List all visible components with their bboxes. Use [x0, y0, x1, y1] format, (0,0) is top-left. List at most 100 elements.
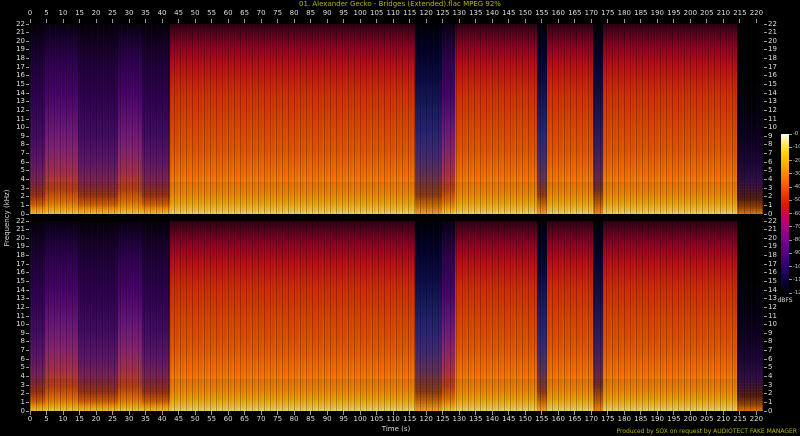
time-tick-label-bottom: 195	[667, 415, 681, 423]
time-tickmark-bottom	[128, 411, 130, 415]
time-tickmark-bottom	[673, 411, 675, 415]
freq-tick-label-right: 21	[768, 225, 777, 234]
freq-tick-label-left: 3	[20, 380, 25, 389]
freq-tickmark-right	[764, 118, 767, 120]
time-tickmark-bottom	[145, 411, 147, 415]
time-tickmark-top	[425, 19, 427, 23]
time-tickmark-bottom	[640, 411, 642, 415]
freq-tick-label-right: 22	[768, 216, 777, 225]
freq-tickmark-left	[26, 127, 29, 129]
time-tick-label-bottom: 45	[174, 415, 184, 423]
time-tick-label-bottom: 70	[256, 415, 266, 423]
freq-tickmark-left	[26, 280, 29, 282]
time-tick-label-top: 35	[141, 9, 151, 17]
spectrogram-segment-quiet1	[30, 24, 45, 214]
spectrogram-segment-gap	[593, 24, 604, 214]
freq-tickmark-left	[26, 375, 29, 377]
time-tickmark-top	[656, 19, 658, 23]
time-tick-label-bottom: 35	[141, 415, 151, 423]
colorbar-tick-label: -60	[793, 210, 800, 217]
freq-tick-label-right: 18	[768, 251, 777, 260]
time-tick-label-top: 95	[339, 9, 349, 17]
freq-tickmark-right	[764, 246, 767, 248]
freq-tickmark-left	[26, 289, 29, 291]
freq-tickmark-right	[764, 384, 767, 386]
freq-tickmark-left	[26, 213, 29, 215]
freq-tickmark-right	[764, 367, 767, 369]
colorbar-tick-label: -100	[793, 263, 800, 270]
x-axis-label: Time (s)	[381, 425, 411, 433]
freq-tickmark-right	[764, 109, 767, 111]
colorbar-unit-label: dBFS	[777, 297, 793, 304]
freq-tick-label-right: 10	[768, 123, 777, 132]
freq-tickmark-right	[764, 135, 767, 137]
time-tick-label-bottom: 90	[322, 415, 332, 423]
freq-tick-label-left: 12	[16, 302, 25, 311]
time-tick-label-top: 150	[518, 9, 532, 17]
time-tick-label-bottom: 95	[339, 415, 349, 423]
freq-tick-label-right: 16	[768, 268, 777, 277]
freq-tick-label-left: 5	[20, 363, 25, 372]
time-tick-label-top: 45	[174, 9, 184, 17]
time-tick-label-top: 220	[749, 9, 764, 17]
freq-tickmark-right	[764, 83, 767, 85]
freq-tickmark-right	[764, 341, 767, 343]
spectrogram-channel-left	[30, 24, 763, 214]
spectrogram-segment-break	[415, 221, 443, 411]
time-tickmark-bottom	[491, 411, 493, 415]
time-tick-label-bottom: 5	[44, 415, 49, 423]
time-tick-label-top: 55	[207, 9, 217, 17]
freq-tickmark-right	[764, 23, 767, 25]
freq-tick-label-left: 7	[20, 346, 25, 355]
time-tickmark-bottom	[161, 411, 163, 415]
colorbar-tickmark	[789, 266, 792, 267]
time-tickmark-top	[29, 19, 31, 23]
freq-tick-label-right: 11	[768, 114, 777, 123]
freq-tickmark-left	[26, 306, 29, 308]
time-tickmark-top	[194, 19, 196, 23]
time-tick-label-bottom: 190	[650, 415, 665, 423]
freq-tick-label-left: 22	[16, 19, 25, 28]
time-tick-label-top: 135	[469, 9, 483, 17]
spectrogram-segment-loud	[455, 221, 538, 411]
freq-tick-label-right: 7	[768, 346, 773, 355]
spectrogram-segment-quiet1	[142, 221, 170, 411]
spectrogram-segment-loud	[603, 24, 738, 214]
colorbar-tick-label: -90	[793, 250, 800, 257]
freq-tick-label-left: 7	[20, 149, 25, 158]
spectrogram-segment-loud	[547, 24, 594, 214]
freq-tick-label-right: 10	[768, 320, 777, 329]
colorbar-tick-label: -30	[793, 170, 800, 177]
freq-tickmark-left	[26, 66, 29, 68]
spectrogram-segment-quiet2	[44, 221, 78, 411]
freq-tickmark-left	[26, 237, 29, 239]
time-tick-label-top: 105	[370, 9, 384, 17]
freq-tickmark-right	[764, 263, 767, 265]
spectrogram-segment-quiet1	[142, 24, 170, 214]
freq-tickmark-left	[26, 263, 29, 265]
time-tick-label-top: 180	[617, 9, 631, 17]
time-tickmark-top	[574, 19, 576, 23]
freq-tick-label-right: 17	[768, 62, 777, 71]
time-tickmark-bottom	[293, 411, 295, 415]
time-tick-label-top: 170	[584, 9, 598, 17]
time-tickmark-bottom	[112, 411, 114, 415]
freq-tick-label-right: 6	[768, 354, 773, 363]
time-tickmark-top	[442, 19, 444, 23]
freq-tickmark-left	[26, 40, 29, 42]
time-tickmark-bottom	[46, 411, 47, 415]
time-tick-label-bottom: 205	[700, 415, 714, 423]
freq-tick-label-right: 12	[768, 302, 777, 311]
freq-tickmark-right	[764, 289, 767, 291]
freq-tickmark-left	[26, 92, 29, 94]
time-tick-label-bottom: 140	[485, 415, 499, 423]
time-tick-label-bottom: 10	[58, 415, 68, 423]
freq-tick-label-right: 9	[768, 131, 773, 140]
freq-tickmark-left	[26, 401, 29, 403]
freq-tickmark-right	[764, 393, 767, 395]
time-tick-label-top: 85	[306, 9, 316, 17]
time-tickmark-top	[508, 19, 510, 23]
freq-tick-label-right: 0	[768, 209, 773, 218]
freq-tickmark-right	[764, 170, 767, 172]
